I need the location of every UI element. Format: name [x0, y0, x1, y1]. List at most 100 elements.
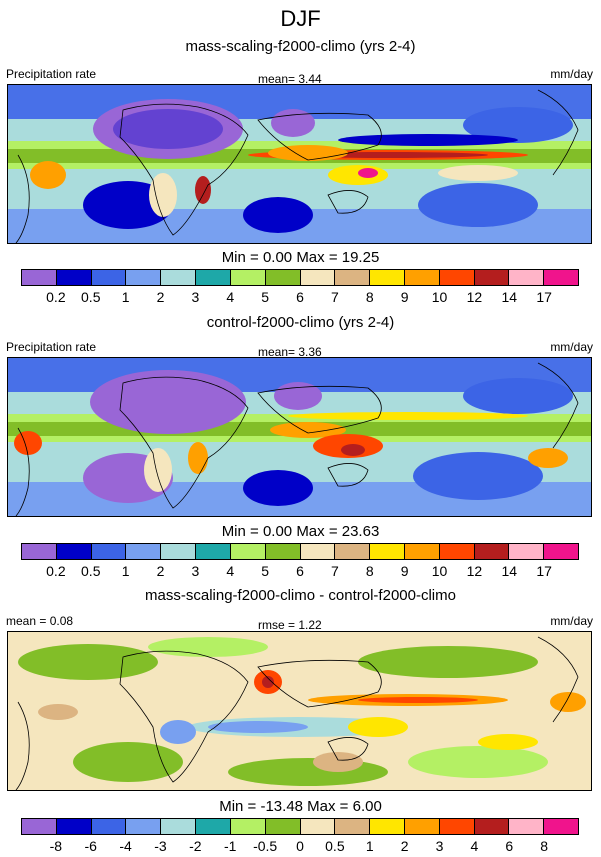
colorbar-tick-label: 1: [121, 289, 130, 305]
panel-2-mean-label: mean= 3.36: [258, 345, 322, 359]
figure-title: DJF: [280, 6, 321, 31]
panel-2-units-label: mm/day: [550, 340, 593, 354]
colorbar-tick-label: 7: [330, 289, 339, 305]
colorbar-swatch: [300, 270, 336, 285]
colorbar-tick-label: -2: [189, 838, 202, 854]
panel-2-variable-label: Precipitation rate: [6, 340, 97, 354]
colorbar-tick-label: 0.5: [81, 289, 101, 305]
colorbar-swatch: [439, 270, 475, 285]
colorbar-tick-label: 3: [191, 563, 200, 579]
colorbar-swatch: [22, 270, 57, 285]
colorbar-tick-label: 8: [540, 838, 549, 854]
colorbar-tick-label: 10: [431, 289, 448, 305]
colorbar-swatch: [370, 270, 405, 285]
colorbar-swatch: [404, 819, 440, 834]
colorbar-swatch: [91, 270, 127, 285]
colorbar-tick-label: 10: [431, 563, 448, 579]
colorbar-swatch: [300, 819, 336, 834]
panel-1-colorbar: [21, 269, 579, 286]
colorbar-swatch: [230, 544, 266, 559]
colorbar-swatch: [230, 819, 266, 834]
colorbar-swatch: [544, 544, 578, 559]
colorbar-tick-label: 6: [296, 289, 304, 305]
colorbar-swatch: [370, 819, 405, 834]
colorbar-swatch: [265, 270, 301, 285]
colorbar-tick-label: -8: [49, 838, 63, 854]
colorbar-tick-label: 8: [365, 289, 374, 305]
colorbar-tick-label: 14: [501, 563, 518, 579]
colorbar-swatch: [404, 544, 440, 559]
panel-1-title: mass-scaling-f2000-climo (yrs 2-4): [185, 38, 416, 55]
panel-3-mean-label: mean = 0.08: [6, 614, 74, 628]
colorbar-tick-label: 3: [191, 289, 200, 305]
colorbar-tick-label: 2: [156, 289, 165, 305]
colorbar-swatch: [126, 819, 162, 834]
colorbar-swatch: [300, 544, 336, 559]
colorbar-tick-label: 9: [400, 289, 409, 305]
colorbar-swatch: [335, 544, 371, 559]
colorbar-tick-label: 8: [365, 563, 374, 579]
panel-2-colorbar: [21, 543, 579, 560]
colorbar-tick-label: 17: [536, 289, 552, 305]
colorbar-tick-label: -6: [84, 838, 97, 854]
colorbar-swatch: [56, 819, 92, 834]
colorbar-swatch: [544, 270, 578, 285]
colorbar-swatch: [91, 819, 127, 834]
panel-3-units-label: mm/day: [550, 614, 593, 628]
colorbar-tick-label: 14: [501, 289, 518, 305]
colorbar-tick-label: 0.5: [81, 563, 101, 579]
colorbar-swatch: [509, 270, 545, 285]
colorbar-tick-label: 5: [261, 289, 270, 305]
panel-1-map: [7, 84, 592, 244]
panel-3-map: [7, 631, 592, 791]
panel-3-title: mass-scaling-f2000-climo - control-f2000…: [145, 587, 456, 604]
colorbar-tick-label: 0.2: [46, 289, 66, 305]
panel-1-mean-label: mean= 3.44: [258, 72, 322, 86]
colorbar-tick-label: 0: [296, 838, 304, 854]
colorbar-tick-label: -0.5: [253, 838, 278, 854]
colorbar-swatch: [404, 270, 440, 285]
colorbar-swatch: [126, 270, 162, 285]
colorbar-tick-label: -3: [154, 838, 167, 854]
colorbar-tick-label: 6: [296, 563, 304, 579]
colorbar-swatch: [22, 544, 57, 559]
panel-3-colorbar-ticks: -8 -6 -4 -3 -2 -1 -0.5 0 0.5 1 2 3 4 6 8: [21, 838, 579, 854]
colorbar-swatch: [544, 819, 578, 834]
colorbar-swatch: [439, 544, 475, 559]
panel-1-min-max: Min = 0.00 Max = 19.25: [221, 249, 380, 266]
panel-1-colorbar-ticks: 0.2 0.5 1 2 3 4 5 6 7 8 9 10 12 14 17: [21, 289, 579, 305]
panel-3-rmse-label: rmse = 1.22: [258, 618, 322, 632]
colorbar-tick-label: 2: [400, 838, 409, 854]
colorbar-swatch: [22, 819, 57, 834]
colorbar-swatch: [196, 819, 231, 834]
colorbar-tick-label: 0.2: [46, 563, 66, 579]
colorbar-swatch: [335, 819, 371, 834]
colorbar-swatch: [56, 544, 92, 559]
panel-3-colorbar: [21, 818, 579, 835]
panel-2-title: control-f2000-climo (yrs 2-4): [206, 314, 395, 331]
colorbar-swatch: [265, 819, 301, 834]
panel-3-min-max: Min = -13.48 Max = 6.00: [219, 798, 382, 815]
colorbar-tick-label: 7: [330, 563, 339, 579]
colorbar-swatch: [370, 544, 405, 559]
colorbar-swatch: [126, 544, 162, 559]
colorbar-tick-label: 12: [466, 289, 483, 305]
colorbar-swatch: [91, 544, 127, 559]
colorbar-tick-label: 0.5: [325, 838, 345, 854]
colorbar-swatch: [335, 270, 371, 285]
colorbar-tick-label: 1: [365, 838, 374, 854]
colorbar-swatch: [439, 819, 475, 834]
colorbar-tick-label: 9: [400, 563, 409, 579]
panel-2-min-max: Min = 0.00 Max = 23.63: [221, 523, 380, 540]
colorbar-tick-label: 5: [261, 563, 270, 579]
colorbar-tick-label: 4: [470, 838, 479, 854]
colorbar-tick-label: -1: [224, 838, 237, 854]
colorbar-swatch: [230, 270, 266, 285]
colorbar-tick-label: 12: [466, 563, 483, 579]
colorbar-swatch: [474, 270, 510, 285]
colorbar-swatch: [161, 270, 197, 285]
colorbar-tick-label: 17: [536, 563, 552, 579]
colorbar-tick-label: -4: [119, 838, 132, 854]
colorbar-swatch: [161, 819, 197, 834]
colorbar-swatch: [56, 270, 92, 285]
